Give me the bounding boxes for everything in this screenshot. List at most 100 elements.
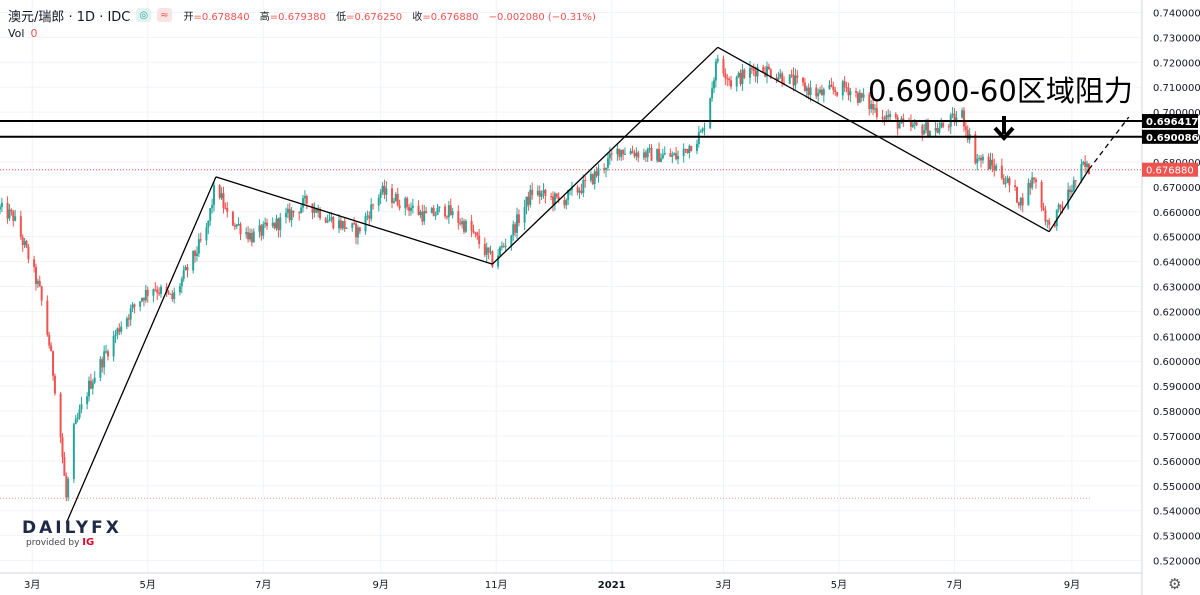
- candle-body: [103, 351, 106, 368]
- candle-body: [1029, 183, 1032, 188]
- candle-body: [783, 82, 786, 84]
- candle-body: [341, 220, 344, 229]
- candle-body: [192, 250, 195, 271]
- x-tick-label: 2021: [598, 580, 626, 591]
- candle-body: [819, 89, 822, 93]
- candle-body: [673, 153, 676, 156]
- candle-body: [669, 153, 672, 157]
- candle-body: [633, 153, 636, 157]
- candle-body: [663, 153, 666, 155]
- arrow-head-icon: [993, 126, 1015, 141]
- candle-body: [987, 156, 990, 170]
- candle-body: [366, 215, 369, 217]
- candle-body: [1006, 178, 1009, 183]
- candle-body: [925, 122, 928, 131]
- candle-body: [330, 217, 333, 220]
- chart-header: 澳元/瑞郎 · 1D · IDC ◎ ≈ 开=0.678840 高=0.6793…: [8, 6, 603, 25]
- candle-body: [730, 80, 733, 87]
- candle-body: [404, 198, 407, 209]
- candle-body: [72, 424, 75, 479]
- candle-body: [169, 293, 172, 295]
- candle-body: [805, 87, 808, 92]
- candle-body: [675, 153, 678, 160]
- y-tick-label: 0.550000: [1153, 482, 1200, 493]
- candle-body: [828, 84, 831, 90]
- candle-body: [226, 207, 229, 212]
- candle-body: [266, 222, 269, 226]
- candle-body: [737, 72, 740, 77]
- candle-body: [553, 193, 556, 205]
- candle-body: [807, 87, 810, 95]
- candle-body: [1048, 220, 1051, 225]
- candle-body: [131, 304, 134, 309]
- candle-body: [976, 158, 979, 164]
- candle-body: [849, 91, 852, 96]
- candle-body: [1086, 163, 1089, 167]
- candle-body: [248, 233, 251, 240]
- candle-body: [584, 180, 587, 182]
- candle-body: [470, 220, 473, 231]
- candle-body: [966, 129, 969, 140]
- candle-body: [332, 217, 335, 229]
- candle-body: [790, 74, 793, 76]
- y-tick-label: 0.520000: [1153, 557, 1200, 568]
- candle-body: [711, 88, 714, 99]
- gear-icon[interactable]: ⚙: [1168, 575, 1182, 593]
- candle-body: [0, 202, 3, 207]
- candle-body: [580, 190, 583, 193]
- trend-line: [215, 176, 493, 265]
- candle-body: [158, 292, 161, 294]
- candle-body: [408, 207, 411, 211]
- logo-wordmark: DAILYFX: [22, 518, 122, 538]
- x-tick-label: 9月: [1064, 579, 1080, 591]
- candle-body: [779, 73, 782, 78]
- candle-body: [832, 86, 835, 91]
- candle-body: [1004, 182, 1007, 184]
- candle-body: [239, 224, 242, 235]
- candle-body: [855, 91, 858, 93]
- candle-body: [125, 318, 128, 327]
- candle-body: [167, 291, 170, 294]
- candle-body: [510, 235, 513, 246]
- candle-body: [576, 187, 579, 193]
- candle-body: [688, 145, 691, 154]
- eye-icon[interactable]: ◎: [136, 8, 152, 22]
- candle-body: [328, 219, 331, 222]
- candle-body: [1002, 178, 1005, 184]
- candle-body: [608, 153, 611, 159]
- candle-body: [457, 211, 460, 223]
- candle-body: [12, 211, 15, 221]
- candle-body: [258, 225, 261, 232]
- candle-body: [93, 377, 96, 383]
- candle-body: [358, 227, 361, 232]
- candle-body: [635, 152, 638, 157]
- candle-body: [792, 74, 795, 86]
- candle-body: [146, 289, 149, 296]
- candle-body: [801, 77, 804, 83]
- open-value: =0.678840: [193, 11, 250, 23]
- symbol-title[interactable]: 澳元/瑞郎 · 1D · IDC: [8, 9, 131, 25]
- level-price-label: 0.696417: [1146, 117, 1199, 128]
- candle-body: [444, 206, 447, 217]
- candle-body: [550, 196, 553, 198]
- candle-body: [260, 225, 263, 236]
- candle-body: [180, 278, 183, 287]
- candle-body: [6, 202, 9, 219]
- y-tick-label: 0.640000: [1153, 258, 1200, 269]
- candle-body: [885, 115, 888, 120]
- y-tick-label: 0.670000: [1153, 183, 1200, 194]
- candle-body: [156, 289, 159, 293]
- candle-body: [646, 148, 649, 158]
- candle-body: [695, 143, 698, 152]
- y-tick-label: 0.740000: [1153, 8, 1200, 19]
- candle-body: [769, 69, 772, 78]
- candle-body: [74, 419, 77, 425]
- trend-line: [491, 46, 719, 265]
- wave-icon[interactable]: ≈: [157, 8, 172, 22]
- candle-body: [436, 207, 439, 215]
- candle-body: [701, 128, 704, 132]
- candle-body: [377, 197, 380, 206]
- candle-body: [690, 145, 693, 152]
- candle-body: [697, 132, 700, 144]
